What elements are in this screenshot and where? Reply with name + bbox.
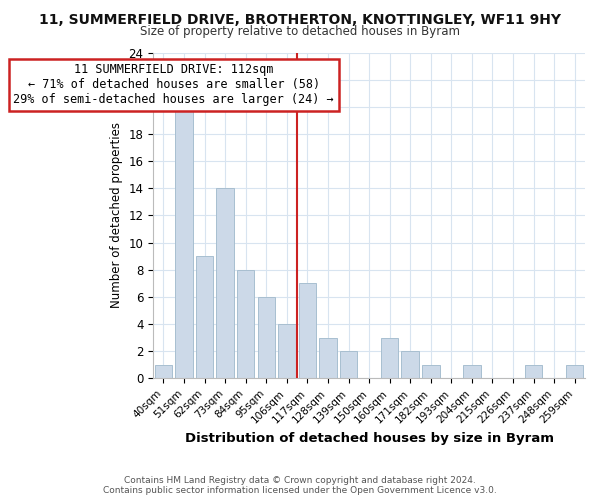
Bar	[217, 188, 234, 378]
Y-axis label: Number of detached properties: Number of detached properties	[110, 122, 123, 308]
Bar	[566, 365, 583, 378]
Bar	[299, 284, 316, 378]
Text: 11, SUMMERFIELD DRIVE, BROTHERTON, KNOTTINGLEY, WF11 9HY: 11, SUMMERFIELD DRIVE, BROTHERTON, KNOTT…	[39, 12, 561, 26]
Bar	[237, 270, 254, 378]
Bar	[175, 107, 193, 378]
Bar	[319, 338, 337, 378]
Bar	[278, 324, 296, 378]
Bar	[381, 338, 398, 378]
Text: 11 SUMMERFIELD DRIVE: 112sqm
← 71% of detached houses are smaller (58)
29% of se: 11 SUMMERFIELD DRIVE: 112sqm ← 71% of de…	[13, 64, 334, 106]
X-axis label: Distribution of detached houses by size in Byram: Distribution of detached houses by size …	[185, 432, 554, 445]
Bar	[257, 297, 275, 378]
Bar	[340, 352, 357, 378]
Text: Size of property relative to detached houses in Byram: Size of property relative to detached ho…	[140, 25, 460, 38]
Bar	[155, 365, 172, 378]
Bar	[401, 352, 419, 378]
Bar	[196, 256, 214, 378]
Bar	[463, 365, 481, 378]
Text: Contains HM Land Registry data © Crown copyright and database right 2024.
Contai: Contains HM Land Registry data © Crown c…	[103, 476, 497, 495]
Bar	[525, 365, 542, 378]
Bar	[422, 365, 440, 378]
